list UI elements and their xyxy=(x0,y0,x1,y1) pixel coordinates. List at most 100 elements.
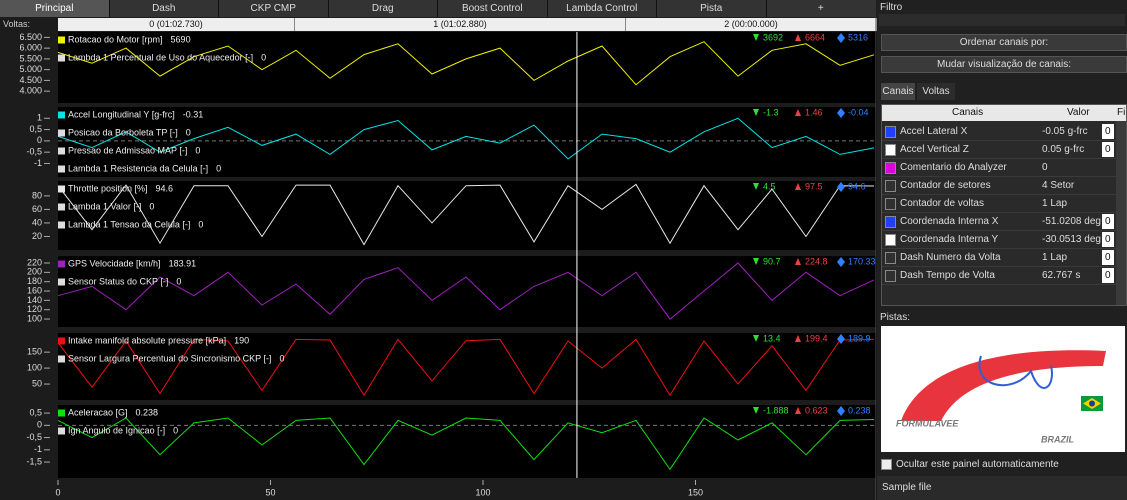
legend-swatch xyxy=(58,147,65,155)
tab[interactable]: Principal xyxy=(0,0,110,17)
channel-current: 0.238 xyxy=(136,407,159,417)
tab[interactable]: Voltas xyxy=(917,83,955,100)
y-tick-label: 40 xyxy=(32,217,42,227)
stat-max: 6664 xyxy=(805,32,825,42)
logo-sub: BRAZIL xyxy=(1041,434,1074,444)
y-tick-label: 60 xyxy=(32,204,42,214)
channel-fi: 0 xyxy=(1102,268,1114,283)
channel-value: 62.767 s xyxy=(1042,270,1081,281)
stat-arrow xyxy=(753,258,759,265)
table-row[interactable]: Contador de setores 4 Setor xyxy=(882,177,1126,195)
legend-swatch xyxy=(58,355,65,363)
stat-arrow xyxy=(837,182,845,192)
table-row[interactable]: Accel Vertical Z 0.05 g-frc 0 xyxy=(882,141,1126,159)
x-tick-label: 150 xyxy=(688,487,703,497)
y-tick-label: 0,5 xyxy=(29,407,42,417)
lap[interactable]: 1 (01:02.880) xyxy=(295,18,626,31)
stat-max: 199.4 xyxy=(805,333,828,343)
stat-arrow xyxy=(795,34,801,41)
channel-value: 4 Setor xyxy=(1042,180,1075,191)
y-tick-label: 100 xyxy=(27,362,42,372)
channel-name: Dash Numero da Volta xyxy=(900,252,1001,263)
channel-name: Accel Lateral X xyxy=(900,126,968,137)
channel-color xyxy=(885,162,896,174)
tab[interactable]: CKP CMP xyxy=(219,0,329,17)
lap[interactable]: 2 (00:00.000) xyxy=(626,18,877,31)
column-header: Fi xyxy=(1117,107,1126,118)
panel xyxy=(58,181,876,250)
column-header: Valor xyxy=(1067,107,1090,118)
legend-swatch xyxy=(58,278,65,286)
tab[interactable]: Pista xyxy=(657,0,767,17)
channel-value: -30.0513 deg xyxy=(1042,234,1101,245)
stat-avg: 189.9 xyxy=(848,333,871,343)
channel-name: Coordenada Interna Y xyxy=(900,234,999,245)
y-tick-label: 50 xyxy=(32,378,42,388)
tab[interactable]: Boost Control xyxy=(438,0,548,17)
channel-current: 5690 xyxy=(171,34,191,44)
trace xyxy=(57,262,875,320)
channel-name: Comentario do Analyzer xyxy=(900,162,1007,173)
table-row[interactable]: Coordenada Interna Y -30.0513 deg 0 xyxy=(882,231,1126,249)
tab[interactable]: + xyxy=(766,0,876,17)
x-tick-label: 100 xyxy=(475,487,490,497)
checkbox[interactable] xyxy=(881,459,892,470)
y-tick-label: -0,5 xyxy=(26,147,42,157)
legend-swatch xyxy=(58,129,65,137)
stat-arrow xyxy=(795,335,801,342)
filter-box[interactable] xyxy=(879,14,1125,26)
stat-arrow xyxy=(753,335,759,342)
channel-fi: 0 xyxy=(1102,232,1114,247)
y-tick-label: 180 xyxy=(27,276,42,286)
trace xyxy=(57,117,875,160)
table-row[interactable]: Dash Numero da Volta 1 Lap 0 xyxy=(882,249,1126,267)
channel-name: Throttle position [%] xyxy=(68,183,148,193)
table-row[interactable]: Comentario do Analyzer 0 xyxy=(882,159,1126,177)
channel-color xyxy=(885,270,896,282)
stat-avg: 170.33 xyxy=(848,256,876,266)
table-row[interactable]: Accel Lateral X -0.05 g-frc 0 xyxy=(882,123,1126,141)
stat-arrow xyxy=(837,334,845,344)
stat-min: 90.7 xyxy=(763,256,781,266)
legend-swatch xyxy=(58,260,65,268)
stat-arrow xyxy=(837,257,845,267)
y-tick-label: 220 xyxy=(27,257,42,267)
view-dropdown[interactable]: Mudar visualização de canais: xyxy=(881,56,1127,73)
stat-arrow xyxy=(837,406,845,416)
y-tick-label: -1,5 xyxy=(26,456,42,466)
y-tick-label: 6.500 xyxy=(19,32,42,42)
table-row[interactable]: Coordenada Interna X -51.0208 deg 0 xyxy=(882,213,1126,231)
tab[interactable]: Lambda Control xyxy=(547,0,657,17)
logo-text: FORMULAVEE xyxy=(896,418,959,428)
stat-arrow xyxy=(753,34,759,41)
tab[interactable]: Dash xyxy=(109,0,219,17)
channel-table: Canais Valor Fi Accel Lateral X -0.05 g-frc 0… xyxy=(881,104,1127,306)
tab[interactable]: Canais xyxy=(881,83,915,100)
trace xyxy=(57,417,875,471)
channel-name: Lambda 1 Resistencia da Celula [-] xyxy=(68,163,208,173)
stat-arrow xyxy=(795,183,801,190)
y-tick-label: 4.500 xyxy=(19,75,42,85)
stat-arrow xyxy=(795,258,801,265)
panel xyxy=(58,333,876,400)
channel-name: Lambda 1 Valor [-] xyxy=(68,201,141,211)
y-tick-label: 160 xyxy=(27,285,42,295)
legend-swatch xyxy=(58,36,65,44)
lap-bar: Voltas: 0 (01:02.730) 1 (01:02.880) 2 (0… xyxy=(0,18,877,32)
table-row[interactable]: Dash Tempo de Volta 62.767 s 0 xyxy=(882,267,1126,285)
y-tick-label: -1 xyxy=(34,158,42,168)
tracks-label: Pistas: xyxy=(880,312,911,323)
stat-min: -1.3 xyxy=(763,107,779,117)
table-row[interactable]: Contador de voltas 1 Lap xyxy=(882,195,1126,213)
channel-value: -0.05 g-frc xyxy=(1042,126,1088,137)
channel-current: 0 xyxy=(176,276,181,286)
stat-arrow xyxy=(837,108,845,118)
y-tick-label: 80 xyxy=(32,190,42,200)
lap[interactable]: 0 (01:02.730) xyxy=(58,18,295,31)
tab[interactable]: Drag xyxy=(328,0,438,17)
channel-name: Pressao de Admissao MAP [-] xyxy=(68,145,187,155)
sort-dropdown[interactable]: Ordenar canais por: xyxy=(881,34,1127,51)
y-tick-label: -1 xyxy=(34,444,42,454)
